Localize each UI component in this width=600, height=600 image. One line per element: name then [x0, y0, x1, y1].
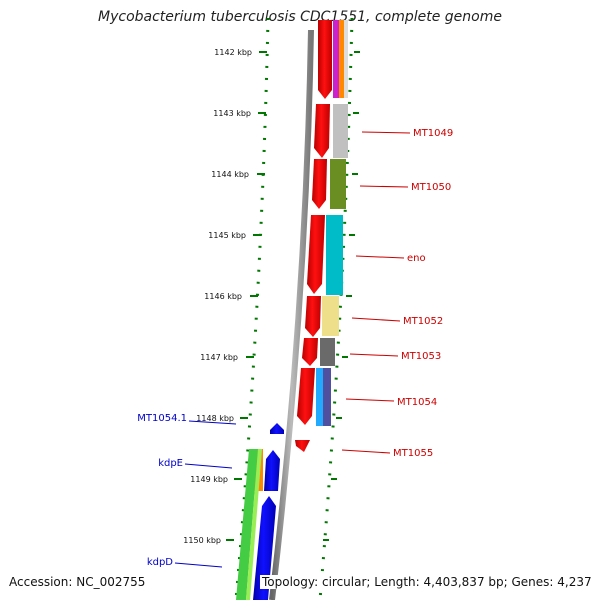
gene-arrow-mt1054[interactable]	[297, 368, 315, 425]
gene-arrow-kdpD[interactable]	[253, 496, 276, 600]
gene-label-mt1054[interactable]: MT1054	[397, 397, 437, 408]
gene-arrow-eno[interactable]	[307, 215, 325, 294]
genome-backbone	[269, 29, 314, 600]
forward-gene-labels: MT1049 MT1050 eno MT1052 MT1053 MT1054 M…	[341, 128, 453, 459]
gene-label-mt1052[interactable]: MT1052	[403, 316, 443, 327]
gene-arrow-upstream[interactable]	[318, 20, 332, 99]
gene-label-mt1050[interactable]: MT1050	[411, 182, 451, 193]
gene-category-bands	[316, 20, 348, 426]
gene-label-mt1049[interactable]: MT1049	[413, 128, 453, 139]
forward-gene-arrows[interactable]	[295, 20, 332, 452]
gene-arrow-mt1055[interactable]	[295, 440, 310, 452]
tick-label-1142: 1142 kbp	[214, 48, 252, 57]
reverse-gene-arrows[interactable]	[253, 423, 284, 600]
gene-label-mt1054.1[interactable]: MT1054.1	[137, 413, 187, 424]
genome-summary: Topology: circular; Length: 4,403,837 bp…	[260, 575, 594, 589]
genome-title: Mycobacterium tuberculosis CDC1551, comp…	[98, 9, 502, 25]
gene-arrow-mt1049[interactable]	[314, 104, 330, 158]
tick-label-1143: 1143 kbp	[213, 109, 251, 118]
tick-label-1145: 1145 kbp	[208, 231, 246, 240]
tick-label-1147: 1147 kbp	[200, 353, 238, 362]
tick-label-1149: 1149 kbp	[190, 475, 228, 484]
accession-label: Accession: NC_002755	[9, 575, 146, 589]
tick-label-1148: 1148 kbp	[196, 414, 234, 423]
gene-arrow-mt1054.1[interactable]	[270, 423, 284, 434]
gene-label-kdpE[interactable]: kdpE	[158, 458, 183, 469]
tick-label-1146: 1146 kbp	[204, 292, 242, 301]
tick-label-1150: 1150 kbp	[183, 536, 221, 545]
reverse-category-bands	[236, 449, 263, 600]
gene-arrow-mt1053[interactable]	[302, 338, 318, 366]
scale-ticks	[226, 51, 360, 541]
gene-arrow-mt1052[interactable]	[305, 296, 321, 337]
tick-label-1144: 1144 kbp	[211, 170, 249, 179]
gene-label-kdpD[interactable]: kdpD	[147, 557, 173, 568]
gene-label-mt1053[interactable]: MT1053	[401, 351, 441, 362]
gene-arrow-kdpE[interactable]	[264, 450, 280, 491]
gene-arrow-mt1050[interactable]	[312, 159, 327, 209]
reverse-gene-labels: MT1054.1 kdpE kdpD	[137, 413, 237, 568]
gene-label-mt1055[interactable]: MT1055	[393, 448, 433, 459]
gene-label-eno[interactable]: eno	[407, 253, 426, 264]
